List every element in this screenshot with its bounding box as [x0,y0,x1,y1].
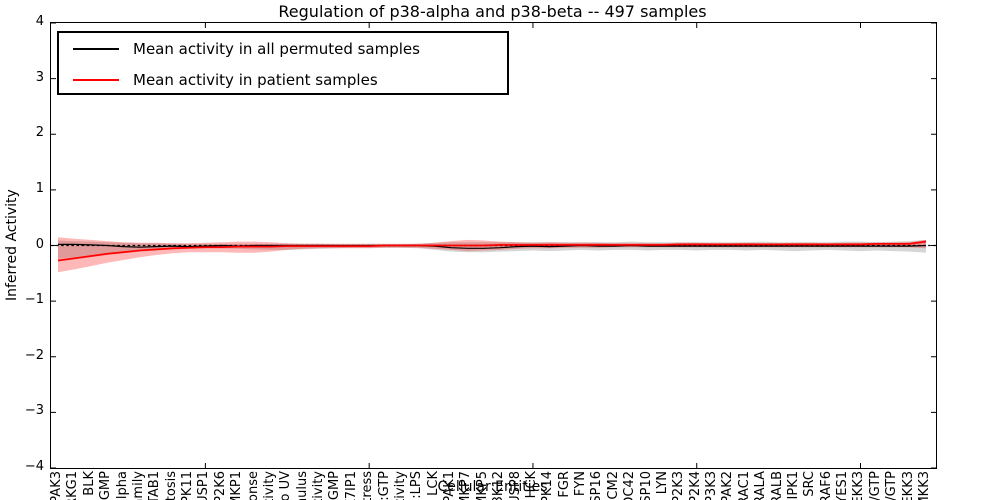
legend-line-sample-patient [73,78,119,81]
legend-item-label: Mean activity in all permuted samples [133,39,420,58]
legend-line-sample-permuted [73,47,119,50]
legend-item-permuted: Mean activity in all permuted samples [59,33,507,64]
permuted-mean-line [58,243,927,249]
y-tick-label: −4 [24,459,44,474]
y-tick-label: −1 [24,292,44,308]
y-tick-label: 0 [35,236,44,252]
y-tick-label: −3 [24,403,44,419]
patient-mean-line [57,240,927,262]
chart-canvas [51,23,936,468]
y-tick-label: 2 [35,125,44,141]
legend: Mean activity in all permuted samples Me… [57,31,509,95]
legend-item-patient: Mean activity in patient samples [59,64,507,95]
figure-title: Regulation of p38-alpha and p38-beta -- … [278,2,707,21]
legend-item-label: Mean activity in patient samples [133,70,378,89]
y-tick-label: 4 [35,14,44,29]
x-axis-label: Cellular Entities [437,479,548,495]
y-tick-label: −2 [24,347,44,363]
y-tick-label: 1 [35,180,44,196]
plot-area [50,22,937,469]
y-tick-label: 3 [35,69,44,85]
